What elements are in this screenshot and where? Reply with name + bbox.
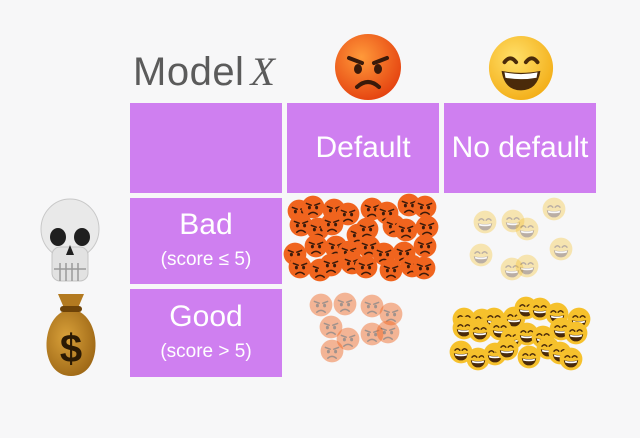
- angry-face-icon: [394, 218, 418, 247]
- angry-face-icon: [301, 195, 325, 224]
- angry-face-icon: [320, 339, 344, 368]
- grinning-face-icon: [501, 209, 525, 238]
- angry-face-icon: [304, 234, 328, 263]
- row-sublabel: (score > 5): [160, 341, 252, 362]
- title-text: Model: [133, 50, 245, 94]
- angry-face-icon: [413, 195, 437, 224]
- grinning-face-icon: [549, 237, 573, 266]
- column-header-no-default: No default: [444, 103, 596, 193]
- angry-face-icon: [320, 212, 344, 241]
- grinning-face-icon: [515, 217, 539, 246]
- grinning-face-icon: [517, 345, 541, 374]
- angry-face-icon: [379, 258, 403, 287]
- grinning-face-icon: [564, 321, 588, 350]
- angry-face-icon: [335, 34, 401, 100]
- angry-face-icon: [319, 253, 343, 282]
- angry-face-icon: [415, 215, 439, 244]
- row-label: Bad: [179, 208, 233, 241]
- angry-face-icon: [413, 234, 437, 263]
- grinning-face-icon: [469, 243, 493, 272]
- angry-face-icon: [309, 293, 333, 322]
- skull-icon: [40, 198, 100, 282]
- angry-face-icon: [288, 255, 312, 284]
- column-label: No default: [451, 131, 589, 164]
- angry-face-icon: [354, 255, 378, 284]
- angry-face-icon: [376, 320, 400, 349]
- grinning-face-icon: [495, 337, 519, 366]
- grinning-face-icon: [515, 254, 539, 283]
- angry-face-icon: [355, 217, 379, 246]
- angry-face-icon: [360, 294, 384, 323]
- row-label: Good: [169, 300, 243, 333]
- row-sublabel: (score ≤ 5): [160, 249, 252, 270]
- dollar-sign-text: $: [60, 327, 82, 371]
- money-bag-icon: $: [46, 294, 96, 376]
- angry-face-icon: [333, 292, 357, 321]
- grinning-face-icon: [488, 35, 554, 101]
- angry-face-icon: [360, 322, 384, 351]
- angry-face-icon: [379, 302, 403, 331]
- angry-face-icon: [412, 256, 436, 285]
- diagram-title: Model X: [133, 48, 275, 95]
- angry-face-icon: [336, 327, 360, 356]
- grinning-face-icon: [542, 197, 566, 226]
- row-header-good: Good (score > 5): [130, 289, 282, 377]
- column-label: Default: [315, 131, 411, 164]
- column-header-default: Default: [287, 103, 439, 193]
- grinning-face-icon: [468, 319, 492, 348]
- grinning-face-icon: [500, 257, 524, 286]
- angry-face-icon: [319, 315, 343, 344]
- angry-face-icon: [289, 213, 313, 242]
- grinning-face-icon: [473, 210, 497, 239]
- title-variable: X: [250, 49, 276, 94]
- grinning-face-icon: [559, 347, 583, 376]
- table-corner-cell: [130, 103, 282, 193]
- row-header-bad: Bad (score ≤ 5): [130, 198, 282, 284]
